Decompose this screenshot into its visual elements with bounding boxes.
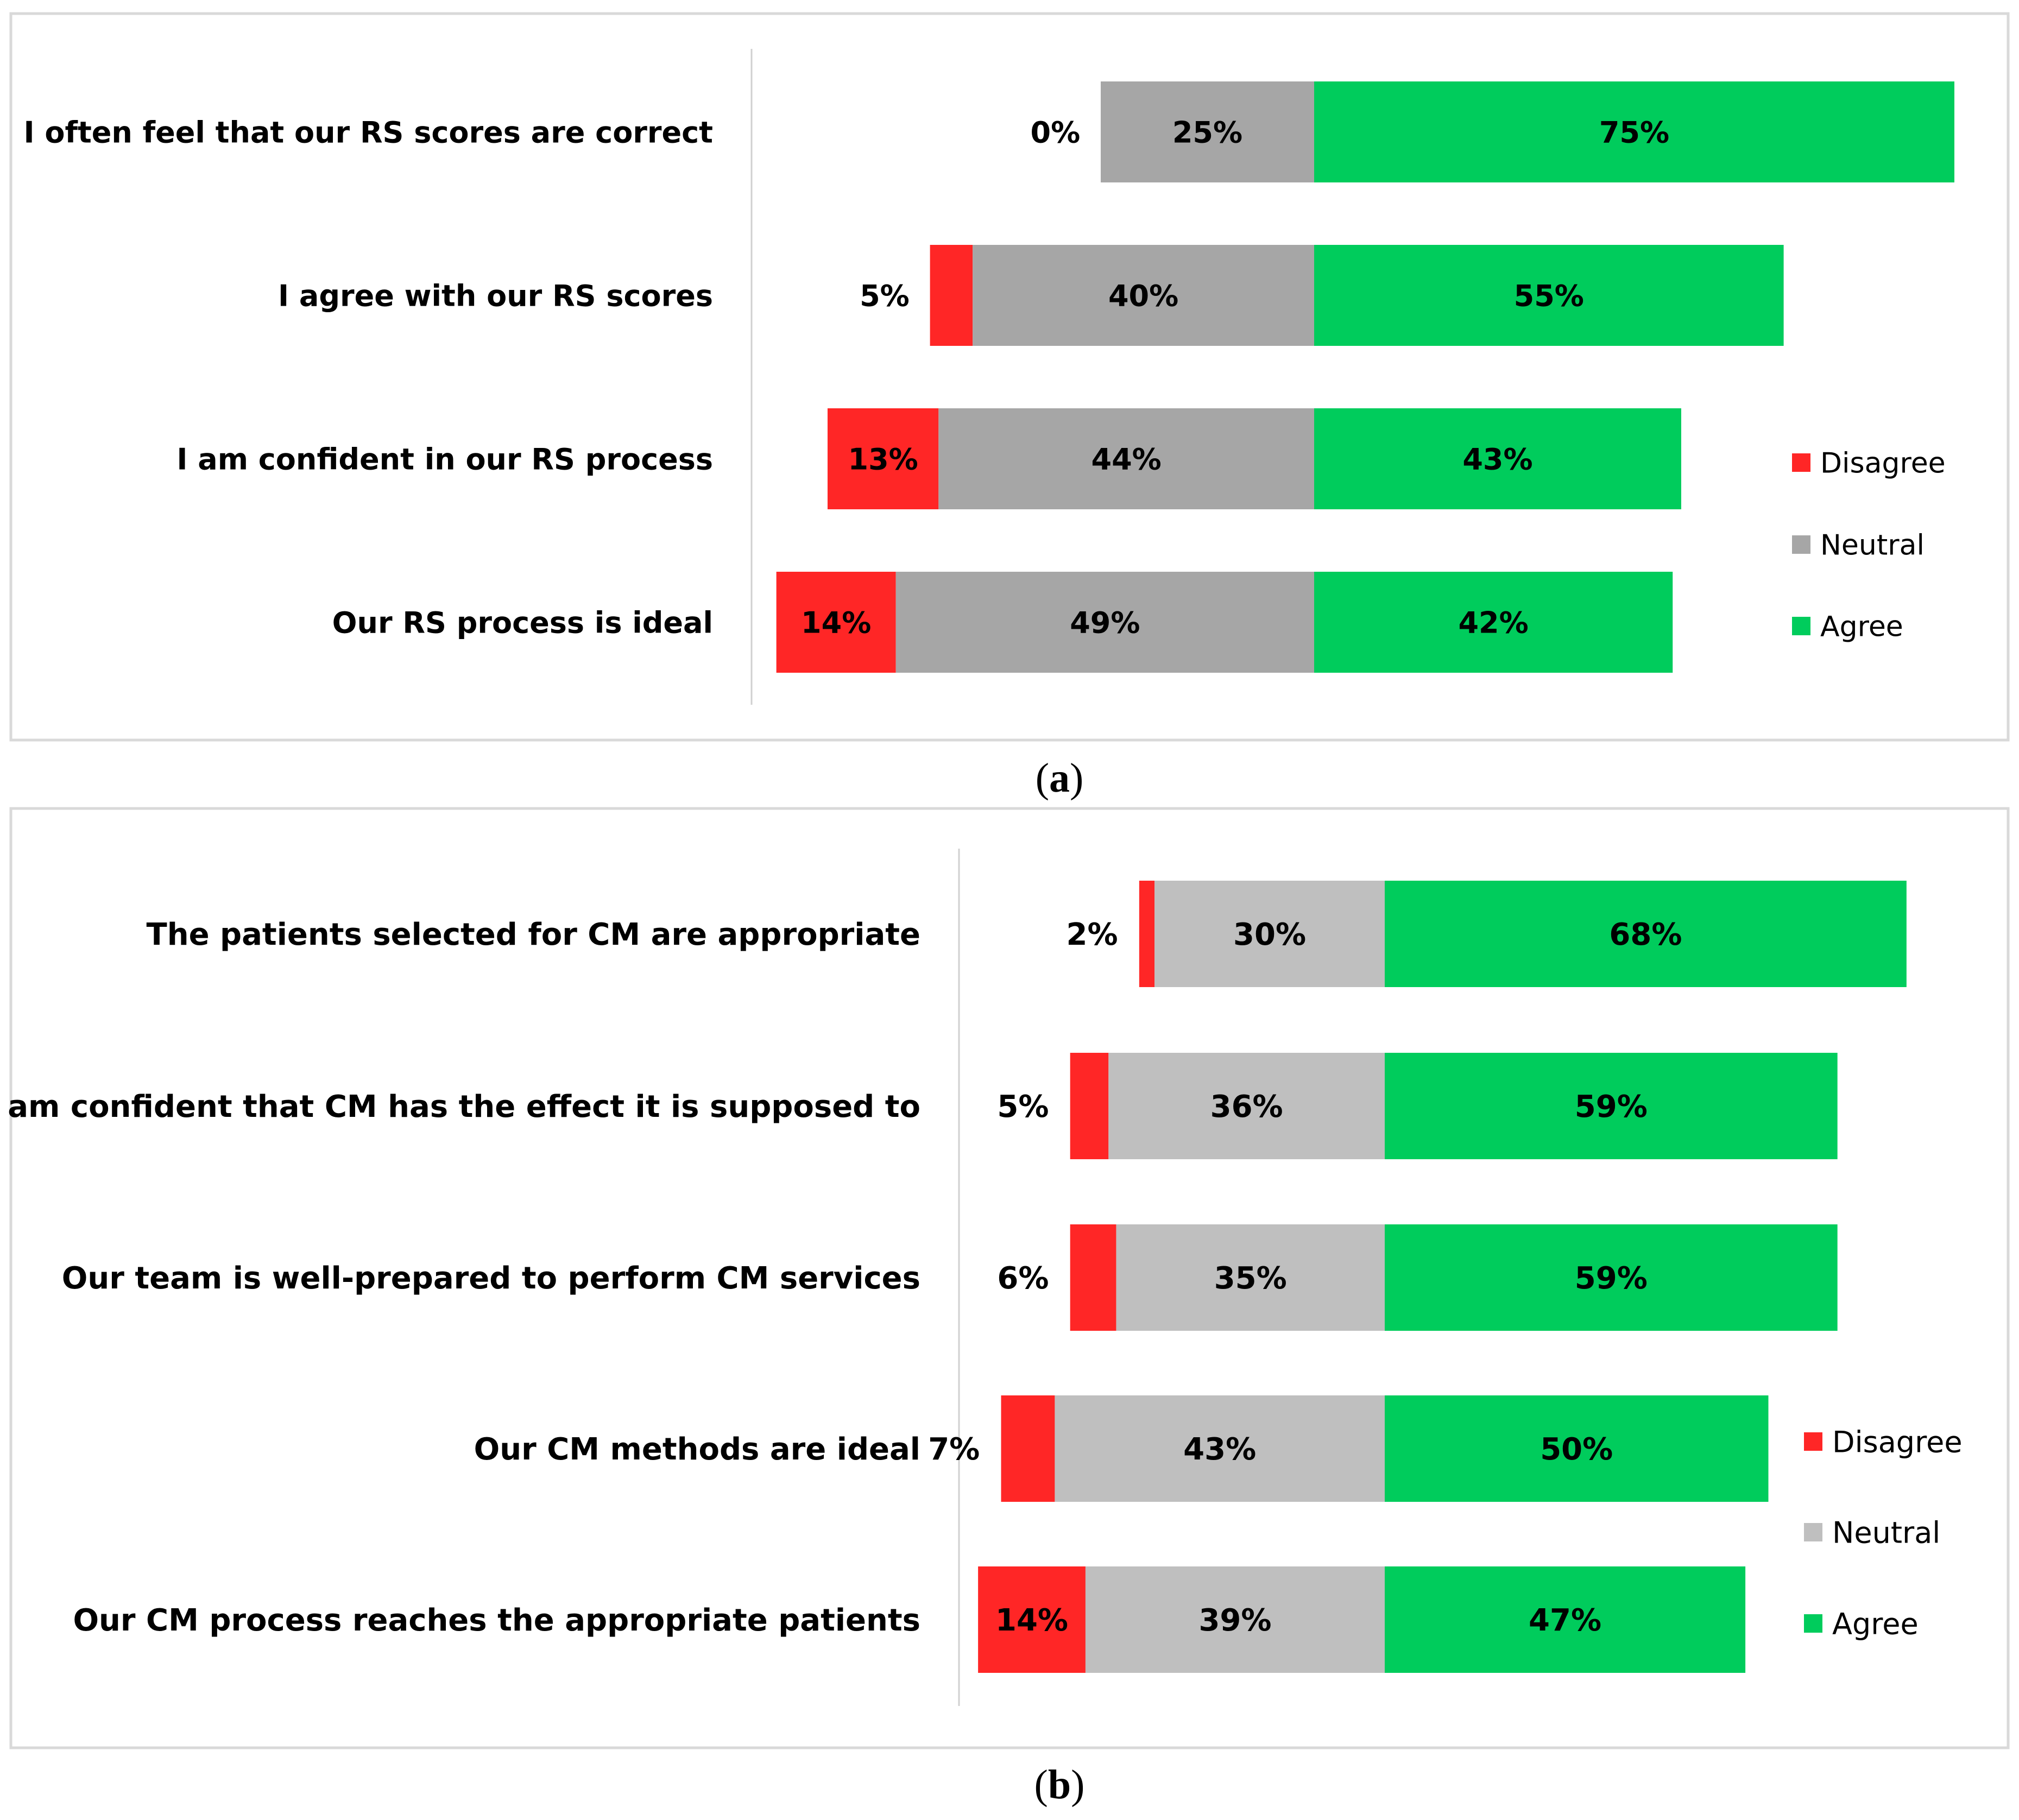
- data-label-agree: 68%: [1609, 917, 1682, 952]
- category-label: I am confident that CM has the effect it…: [0, 1089, 920, 1124]
- bar-agree: [1314, 81, 1954, 182]
- data-label-disagree: 7%: [928, 1432, 980, 1467]
- bar-disagree: [1070, 1053, 1109, 1159]
- bar-agree: [1314, 572, 1673, 673]
- panel-b-bars: 2% 30% 68% 5% 36% 59% 6% 35% 59% 7% 43% 50% 14% 39% 47…: [928, 881, 1907, 1673]
- panel-a-legend: Disagree Neutral Agree: [1792, 447, 1946, 643]
- panel-b-legend: Disagree Neutral Agree: [1804, 1425, 1963, 1641]
- data-label-disagree: 0%: [1031, 115, 1081, 149]
- bar-neutral: [1101, 81, 1314, 182]
- legend-swatch-agree: [1792, 617, 1810, 635]
- bar-neutral: [938, 408, 1314, 509]
- data-label-disagree: 13%: [848, 442, 918, 476]
- data-label-agree: 59%: [1575, 1089, 1648, 1124]
- bar-disagree: [1001, 1395, 1055, 1502]
- bar-neutral: [1108, 1053, 1385, 1159]
- bar-agree: [1385, 1224, 1838, 1331]
- data-label-agree: 50%: [1540, 1432, 1613, 1467]
- legend-label-agree: Agree: [1820, 611, 1903, 643]
- data-label-disagree: 14%: [995, 1603, 1068, 1638]
- bar-neutral: [1085, 1566, 1385, 1673]
- bar-neutral: [1116, 1224, 1385, 1331]
- bar-agree: [1385, 1566, 1746, 1673]
- category-label: I often feel that our RS scores are corr…: [23, 115, 713, 149]
- category-label: I agree with our RS scores: [278, 279, 713, 313]
- legend-label-agree: Agree: [1832, 1607, 1919, 1641]
- data-label-disagree: 6%: [997, 1261, 1049, 1296]
- panel-a-category-labels: I often feel that our RS scores are corr…: [23, 115, 713, 640]
- data-label-neutral: 40%: [1108, 279, 1178, 313]
- bar-disagree: [1139, 881, 1155, 987]
- legend-swatch-disagree: [1792, 453, 1810, 472]
- legend-label-disagree: Disagree: [1832, 1425, 1963, 1459]
- bar-agree: [1385, 881, 1907, 987]
- category-label: Our RS process is ideal: [332, 605, 713, 640]
- data-label-neutral: 44%: [1091, 442, 1162, 476]
- category-label: Our CM methods are ideal: [474, 1432, 920, 1467]
- bar-neutral: [895, 572, 1314, 673]
- data-label-agree: 75%: [1599, 115, 1669, 149]
- data-label-disagree: 2%: [1067, 917, 1118, 952]
- caption-b-letter: b: [1048, 1762, 1071, 1808]
- category-label: Our team is well-prepared to perform CM …: [62, 1261, 920, 1296]
- data-label-neutral: 43%: [1183, 1432, 1256, 1467]
- data-label-neutral: 35%: [1214, 1261, 1287, 1296]
- legend-label-neutral: Neutral: [1820, 529, 1925, 562]
- bar-neutral: [1055, 1395, 1385, 1502]
- legend-label-disagree: Disagree: [1820, 447, 1946, 480]
- panel-b: The patients selected for CM are appropr…: [0, 807, 2010, 1749]
- data-label-neutral: 36%: [1210, 1089, 1283, 1124]
- data-label-agree: 42%: [1458, 605, 1528, 640]
- panel-a-bars: 0% 25% 75% 5% 40% 55% 13% 44% 43% 14% 49% 42%: [776, 81, 1954, 673]
- data-label-disagree: 5%: [997, 1089, 1049, 1124]
- category-label: Our CM process reaches the appropriate p…: [73, 1603, 920, 1638]
- bar-agree: [1385, 1053, 1838, 1159]
- data-label-agree: 55%: [1514, 279, 1584, 313]
- data-label-agree: 43%: [1462, 442, 1532, 476]
- legend-label-neutral: Neutral: [1832, 1515, 1940, 1550]
- bar-disagree: [1070, 1224, 1116, 1331]
- bar-agree: [1314, 408, 1681, 509]
- bar-agree: [1314, 245, 1784, 346]
- bar-disagree: [827, 408, 939, 509]
- caption-b: (b): [1034, 1762, 1085, 1808]
- legend-swatch-neutral: [1804, 1523, 1822, 1541]
- panel-a: I often feel that our RS scores are corr…: [9, 12, 2010, 742]
- bar-disagree: [776, 572, 896, 673]
- data-label-agree: 59%: [1575, 1261, 1648, 1296]
- bar-agree: [1385, 1395, 1769, 1502]
- data-label-neutral: 25%: [1172, 115, 1242, 149]
- bar-neutral: [973, 245, 1314, 346]
- category-label: The patients selected for CM are appropr…: [147, 917, 920, 952]
- caption-a-letter: a: [1049, 755, 1070, 801]
- data-label-disagree: 5%: [860, 279, 910, 313]
- data-label-neutral: 30%: [1233, 917, 1306, 952]
- bar-neutral: [1154, 881, 1385, 987]
- legend-swatch-neutral: [1792, 535, 1810, 554]
- category-label: I am confident in our RS process: [176, 442, 713, 476]
- caption-a: (a): [1036, 755, 1084, 801]
- bar-disagree: [930, 245, 973, 346]
- legend-swatch-agree: [1804, 1614, 1822, 1633]
- data-label-neutral: 49%: [1070, 605, 1140, 640]
- panel-b-category-labels: The patients selected for CM are appropr…: [0, 917, 920, 1638]
- data-label-neutral: 39%: [1198, 1603, 1271, 1638]
- data-label-disagree: 14%: [801, 605, 871, 640]
- legend-swatch-disagree: [1804, 1432, 1822, 1451]
- bar-disagree: [978, 1566, 1086, 1673]
- data-label-agree: 47%: [1529, 1603, 1601, 1638]
